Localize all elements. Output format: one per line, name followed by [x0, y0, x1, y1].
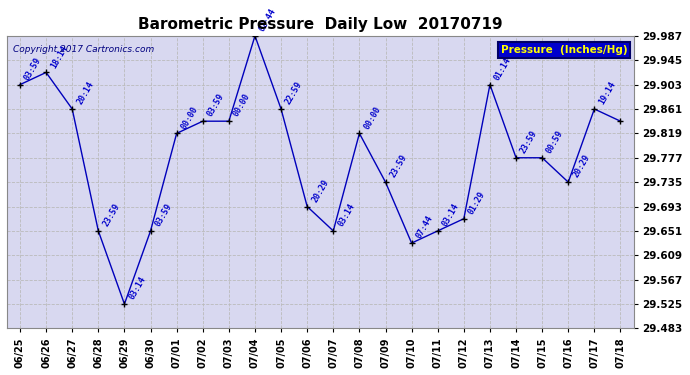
Text: 18:14: 18:14 [49, 44, 69, 70]
Text: 03:14: 03:14 [127, 275, 148, 301]
Text: Pressure  (Inches/Hg): Pressure (Inches/Hg) [501, 45, 627, 55]
Text: 02:44: 02:44 [258, 7, 278, 33]
Text: 23:59: 23:59 [519, 129, 539, 155]
Text: 01:14: 01:14 [493, 56, 513, 82]
Text: 03:59: 03:59 [206, 92, 226, 118]
Title: Barometric Pressure  Daily Low  20170719: Barometric Pressure Daily Low 20170719 [138, 17, 502, 32]
Text: 03:14: 03:14 [440, 202, 461, 228]
Text: 22:59: 22:59 [284, 80, 304, 106]
Text: 01:29: 01:29 [466, 190, 487, 216]
Text: 20:29: 20:29 [310, 178, 331, 204]
Text: 00:00: 00:00 [232, 92, 252, 118]
Text: 07:44: 07:44 [415, 214, 435, 240]
Text: 00:59: 00:59 [545, 129, 565, 155]
Text: 03:59: 03:59 [153, 202, 174, 228]
Text: 23:59: 23:59 [101, 202, 121, 228]
Text: Copyright 2017 Cartronics.com: Copyright 2017 Cartronics.com [13, 45, 155, 54]
Text: 20:29: 20:29 [571, 153, 591, 179]
Text: 00:00: 00:00 [179, 105, 199, 130]
Text: 19:14: 19:14 [597, 80, 618, 106]
Text: 03:59: 03:59 [23, 56, 43, 82]
Text: 03:14: 03:14 [336, 202, 356, 228]
Text: 20:14: 20:14 [75, 80, 95, 106]
Text: 23:59: 23:59 [388, 153, 408, 179]
Text: 00:00: 00:00 [362, 105, 382, 130]
